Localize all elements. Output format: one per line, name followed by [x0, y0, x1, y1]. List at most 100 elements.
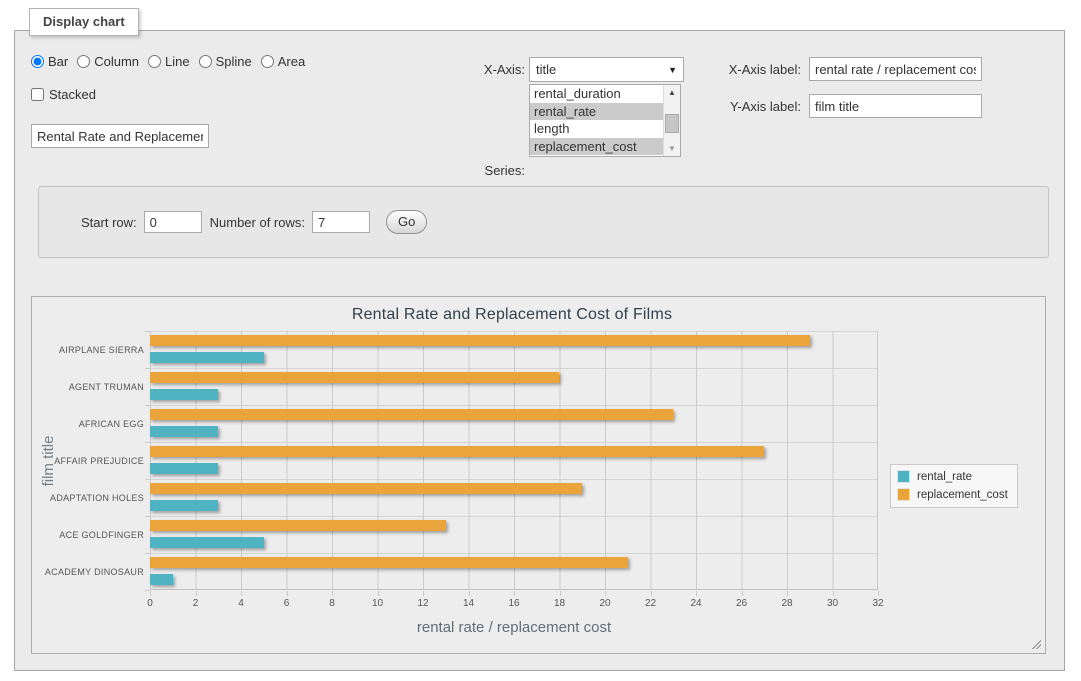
- chart-type-option-bar[interactable]: Bar: [31, 54, 68, 69]
- category-label: ADAPTATION HOLES: [50, 492, 144, 503]
- bar-replacement_cost-airplane-sierra[interactable]: [150, 335, 810, 346]
- x-axis-select[interactable]: title ▼: [529, 57, 684, 82]
- bar-rental_rate-airplane-sierra[interactable]: [150, 352, 264, 363]
- series-option-replacement_cost[interactable]: replacement_cost: [530, 137, 663, 155]
- x-tick-label: 2: [192, 598, 199, 609]
- y-axis-label-field-label: Y-Axis label:: [729, 99, 801, 114]
- bar-rental_rate-agent-truman[interactable]: [150, 389, 219, 400]
- chart-type-label: Line: [165, 54, 190, 69]
- y-tick-mark: [145, 479, 150, 480]
- series-option-length[interactable]: length: [534, 121, 570, 136]
- start-row-label: Start row:: [81, 214, 137, 230]
- x-tick-label: 6: [283, 598, 290, 609]
- x-tick-mark: [832, 591, 834, 596]
- y-tick-mark: [145, 442, 150, 443]
- legend-item-replacement_cost[interactable]: replacement_cost: [897, 488, 1008, 501]
- x-tick-label: 18: [553, 598, 566, 609]
- chart-type-radio-area[interactable]: [260, 55, 274, 68]
- legend-item-rental_rate[interactable]: rental_rate: [897, 470, 1008, 483]
- chart-type-option-area[interactable]: Area: [260, 54, 305, 69]
- x-tick-label: 14: [462, 598, 475, 609]
- start-row-input[interactable]: [143, 211, 202, 233]
- display-chart-panel: Display chart Bar Column Line Spline Area St…: [14, 8, 1065, 671]
- series-listbox[interactable]: rental_duration rental_rate length replacem…: [529, 84, 681, 157]
- series-listbox-label: Series:: [484, 163, 525, 178]
- y-tick-mark: [145, 516, 150, 517]
- x-tick-mark: [696, 591, 697, 596]
- x-tick-label: 30: [826, 598, 839, 609]
- chart-title-input[interactable]: [31, 124, 209, 148]
- x-tick-mark: [377, 591, 379, 596]
- stacked-checkbox[interactable]: [31, 88, 44, 101]
- chart-type-radios: Bar Column Line Spline Area: [31, 54, 314, 69]
- bar-replacement_cost-affair-prejudice[interactable]: [150, 446, 765, 457]
- stacked-option[interactable]: Stacked: [31, 87, 96, 102]
- chevron-down-icon: ▼: [668, 64, 677, 75]
- x-tick-label: 12: [417, 598, 429, 609]
- scrollbar-thumb[interactable]: [665, 113, 679, 133]
- x-tick-label: 8: [329, 598, 335, 609]
- category-label: ACADEMY DINOSAUR: [44, 566, 144, 577]
- bar-rental_rate-affair-prejudice[interactable]: [150, 463, 219, 474]
- bar-replacement_cost-academy-dinosaur[interactable]: [150, 557, 628, 568]
- x-axis-selected-value: title: [536, 62, 557, 77]
- x-tick-mark: [286, 591, 288, 596]
- y-tick-mark: [145, 590, 150, 591]
- stacked-label: Stacked: [49, 87, 96, 102]
- series-options: rental_duration rental_rate length replacem…: [530, 85, 663, 156]
- y-axis-label-input[interactable]: [809, 94, 982, 118]
- chart-type-radio-bar[interactable]: [31, 55, 44, 68]
- chart-type-label: Spline: [215, 54, 252, 69]
- legend-label: replacement_cost: [917, 488, 1008, 501]
- category-label: AFRICAN EGG: [78, 418, 144, 429]
- chart-type-radio-column[interactable]: [77, 55, 91, 68]
- panel-title: Display chart: [29, 8, 139, 36]
- chart-type-option-column[interactable]: Column: [77, 54, 139, 69]
- y-tick-mark: [145, 405, 150, 406]
- bar-rental_rate-adaptation-holes[interactable]: [150, 500, 219, 511]
- bar-rental_rate-academy-dinosaur[interactable]: [150, 574, 173, 585]
- x-tick-mark: [514, 591, 515, 596]
- x-tick-label: 32: [872, 598, 884, 609]
- scroll-up-icon[interactable]: ▲: [668, 88, 676, 97]
- category-label: AIRPLANE SIERRA: [58, 344, 144, 355]
- bar-rental_rate-ace-goldfinger[interactable]: [150, 537, 264, 548]
- bar-replacement_cost-agent-truman[interactable]: [150, 372, 560, 383]
- chart-type-option-line[interactable]: Line: [148, 54, 190, 69]
- x-tick-label: 0: [147, 598, 153, 609]
- listbox-scrollbar[interactable]: ▲ ▼: [663, 85, 680, 156]
- bar-replacement_cost-ace-goldfinger[interactable]: [150, 520, 446, 531]
- scroll-down-icon[interactable]: ▼: [668, 144, 676, 153]
- chart-type-radio-spline[interactable]: [198, 55, 212, 68]
- chart-legend: rental_rate replacement_cost: [890, 464, 1018, 508]
- x-axis-select-label: X-Axis:: [483, 62, 525, 77]
- x-axis-label-field-label: X-Axis label:: [728, 62, 801, 77]
- x-tick-mark: [150, 591, 151, 596]
- chart-type-radio-line[interactable]: [148, 55, 162, 68]
- bar-replacement_cost-adaptation-holes[interactable]: [150, 483, 583, 494]
- x-tick-mark: [741, 591, 743, 596]
- rows-form-panel: Start row: Number of rows: Go: [38, 186, 1049, 258]
- x-tick-label: 24: [690, 598, 702, 609]
- scrollbar-track[interactable]: [664, 100, 680, 141]
- chart-type-label: Bar: [48, 54, 69, 69]
- x-axis-title: rental rate / replacement cost: [416, 619, 612, 636]
- x-tick-label: 20: [599, 598, 611, 609]
- x-tick-label: 10: [371, 598, 384, 609]
- num-rows-label: Number of rows:: [209, 214, 305, 230]
- resize-handle-icon[interactable]: [1030, 638, 1041, 649]
- series-option-rental_duration[interactable]: rental_duration: [534, 86, 621, 101]
- bar-replacement_cost-african-egg[interactable]: [150, 409, 674, 420]
- x-tick-mark: [787, 591, 788, 596]
- chart-type-option-spline[interactable]: Spline: [198, 54, 252, 69]
- y-tick-mark: [145, 368, 150, 369]
- plot-area: [150, 331, 878, 590]
- y-tick-mark: [145, 331, 150, 332]
- x-tick-label: 26: [735, 598, 748, 609]
- legend-swatch-replacement_cost: [897, 488, 910, 501]
- series-option-rental_rate[interactable]: rental_rate: [530, 102, 663, 120]
- go-button[interactable]: Go: [386, 210, 428, 234]
- x-axis-label-input[interactable]: [809, 57, 982, 81]
- num-rows-input[interactable]: [312, 211, 370, 233]
- bar-rental_rate-african-egg[interactable]: [150, 426, 219, 437]
